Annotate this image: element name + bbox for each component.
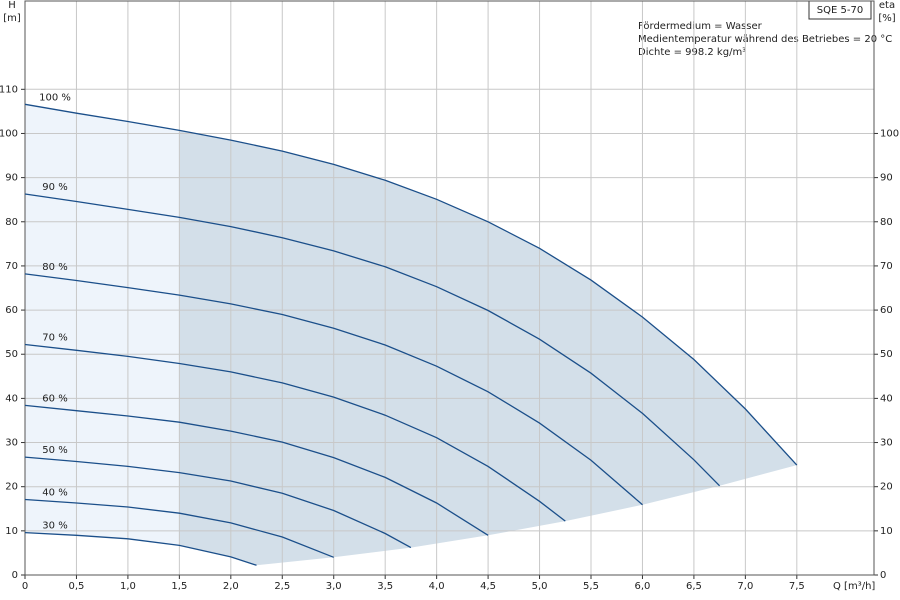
x-tick-label: 2,0	[223, 581, 239, 592]
y2-tick-label: 20	[880, 482, 893, 493]
y2-tick-label: 80	[880, 217, 893, 228]
x-tick-label: 4,5	[480, 581, 496, 592]
x-tick-label: 4,0	[429, 581, 445, 592]
y-axis-unit: [m]	[3, 13, 21, 24]
x-tick-label: 2,5	[274, 581, 290, 592]
y2-tick-label: 90	[880, 173, 893, 184]
x-tick-label: 0	[22, 581, 28, 592]
y-axis-label: H	[8, 0, 16, 11]
y-tick-label: 30	[5, 438, 18, 449]
curve-label: 80 %	[42, 262, 67, 273]
x-tick-label: 5,5	[583, 581, 599, 592]
y2-tick-label: 30	[880, 438, 893, 449]
x-axis-label: Q [m³/h]	[833, 581, 875, 592]
y2-tick-label: 10	[880, 526, 893, 537]
y2-tick-label: 100	[880, 128, 899, 139]
curve-label: 90 %	[42, 182, 67, 193]
y-tick-label: 40	[5, 393, 18, 404]
y-tick-label: 110	[0, 84, 18, 95]
annotation: Medientemperatur während des Betriebes =…	[638, 34, 892, 45]
y-tick-label: 70	[5, 261, 18, 272]
y-tick-label: 50	[5, 349, 18, 360]
y-tick-label: 90	[5, 173, 18, 184]
y2-tick-label: 40	[880, 393, 893, 404]
x-tick-label: 1,0	[120, 581, 136, 592]
pump-curve	[24, 343, 566, 522]
y2-tick-label: 0	[880, 570, 886, 581]
pump-curve	[24, 456, 412, 549]
x-tick-label: 0,5	[69, 581, 85, 592]
pump-curve	[24, 103, 798, 466]
annotation: Dichte = 998.2 kg/m³	[638, 47, 746, 58]
y-tick-label: 60	[5, 305, 18, 316]
curve-label: 60 %	[42, 393, 67, 404]
x-tick-label: 7,5	[789, 581, 805, 592]
pump-curve	[24, 404, 489, 536]
pump-curve	[24, 531, 257, 566]
y-tick-label: 100	[0, 128, 18, 139]
x-tick-label: 6,5	[686, 581, 702, 592]
y2-axis-label: eta	[879, 0, 895, 11]
pump-curve	[24, 273, 643, 506]
curve-label: 70 %	[42, 333, 67, 344]
curve-label: 30 %	[42, 521, 67, 532]
model-label: SQE 5-70	[817, 5, 863, 16]
x-tick-label: 3,0	[326, 581, 342, 592]
curve-label: 100 %	[39, 92, 71, 103]
x-tick-label: 6,0	[635, 581, 651, 592]
y2-tick-label: 60	[880, 305, 893, 316]
curve-label: 40 %	[42, 487, 67, 498]
x-tick-label: 3,5	[377, 581, 393, 592]
y-tick-label: 10	[5, 526, 18, 537]
y-tick-label: 0	[12, 570, 18, 581]
y-tick-label: 20	[5, 482, 18, 493]
y-tick-label: 80	[5, 217, 18, 228]
y2-axis-unit: [%]	[878, 13, 895, 24]
plot-frame	[24, 0, 875, 576]
y2-tick-label: 50	[880, 349, 893, 360]
operating-range-light	[25, 104, 180, 546]
x-tick-label: 5,0	[532, 581, 548, 592]
x-tick-label: 1,5	[171, 581, 187, 592]
annotation: Fördermedium = Wasser	[638, 21, 763, 32]
pump-curve	[24, 498, 334, 558]
pump-curve	[24, 193, 721, 487]
curve-label: 50 %	[42, 445, 67, 456]
y2-tick-label: 70	[880, 261, 893, 272]
x-tick-label: 7,0	[737, 581, 753, 592]
